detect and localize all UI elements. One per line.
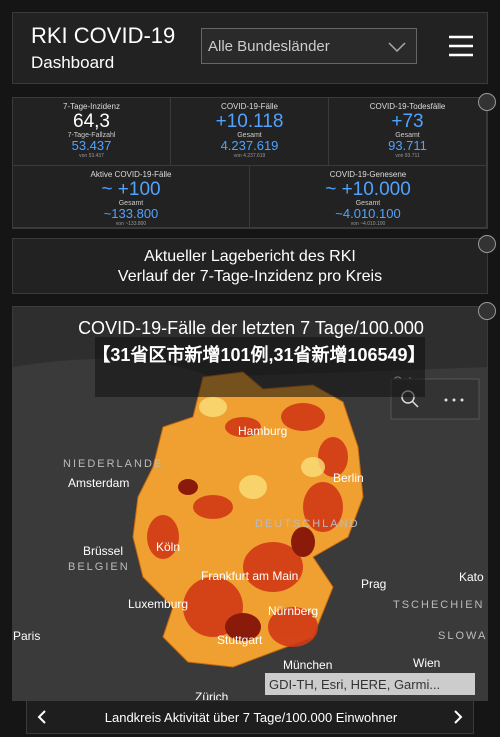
map-label: Brüssel <box>83 544 123 558</box>
stat-sub-value: 53.437 <box>71 138 112 153</box>
map-label: München <box>283 658 332 672</box>
map-label: Luxemburg <box>128 597 188 611</box>
map-label: Berlin <box>333 471 364 485</box>
header: RKI COVID-19 Dashboard Alle Bundesländer <box>12 12 488 84</box>
stat-card: COVID-19-Fälle +10.118 Gesamt 4.237.619 von … <box>171 98 329 166</box>
stat-sub-value: ~133.800 <box>103 206 159 221</box>
footer-caption: Landkreis Aktivität über 7 Tage/100.000 … <box>104 710 398 725</box>
map-label: Prag <box>361 577 386 591</box>
stat-card: Aktive COVID-19-Fälle ~ +100 Gesamt ~133.80… <box>13 166 250 228</box>
report-panel[interactable]: Aktueller Lagebericht des RKI Verlauf de… <box>12 238 488 294</box>
map-label: DEUTSCHLAND <box>255 518 360 530</box>
map-label: SLOWA <box>438 630 487 642</box>
expand-button[interactable] <box>478 302 496 320</box>
menu-button[interactable] <box>449 35 473 57</box>
stat-sub-value: 93.711 <box>388 138 427 153</box>
next-button[interactable] <box>453 710 463 724</box>
map-label: Hamburg <box>238 424 287 438</box>
map-label: BELGIEN <box>68 561 130 573</box>
stat-label: 7-Tage-Inzidenz <box>63 102 120 111</box>
stat-value: 64,3 <box>73 111 110 132</box>
stat-sub-label: 7-Tage-Fallzahl <box>67 132 116 139</box>
report-line: Aktueller Lagebericht des RKI <box>144 248 356 265</box>
footer: Landkreis Aktivität über 7 Tage/100.000 … <box>26 700 474 734</box>
stat-note: von 93.711 <box>395 153 420 159</box>
stat-card: COVID-19-Genesene ~ +10.000 Gesamt ~4.010.1… <box>250 166 487 228</box>
stat-value: ~ +100 <box>101 179 161 200</box>
stat-note: von 4.237.619 <box>233 153 266 159</box>
map-label: TSCHECHIEN <box>393 599 485 611</box>
map-attribution: GDI-TH, Esri, HERE, Garmi... <box>269 677 440 692</box>
map-label: Stuttgart <box>217 633 263 647</box>
map-label: Zürich <box>195 690 228 701</box>
map-label: Paris <box>13 629 40 643</box>
stat-card: 7-Tage-Inzidenz 64,3 7-Tage-Fallzahl 53.437… <box>13 98 171 166</box>
app-subtitle: Dashboard <box>31 53 115 72</box>
map-label: Kato <box>459 570 484 584</box>
dropdown-text: Alle Bundesländer <box>208 38 330 55</box>
dropdown-arrow <box>388 42 406 53</box>
map-panel: OstseeHamburgNIEDERLANDEAmsterdamBerlinD… <box>12 306 488 701</box>
stat-sub-label: Gesamt <box>395 132 420 139</box>
stat-sub-value: 4.237.619 <box>220 138 279 153</box>
stat-sub-label: Gesamt <box>355 200 381 207</box>
stat-label: COVID-19-Todesfälle <box>369 102 446 111</box>
map-label: Frankfurt am Main <box>201 569 298 583</box>
map-label: Nürnberg <box>268 604 318 618</box>
expand-button[interactable] <box>478 235 496 253</box>
stat-sub-label: Gesamt <box>237 132 262 139</box>
more-button[interactable] <box>444 398 464 402</box>
map-label: Wien <box>413 656 440 670</box>
stat-label: Aktive COVID-19-Fälle <box>90 170 172 179</box>
stat-note: von 53.437 <box>79 153 104 159</box>
map-label: NIEDERLANDE <box>63 458 163 470</box>
map-label: Köln <box>156 540 180 554</box>
prev-button[interactable] <box>37 710 47 724</box>
stat-value: ~ +10.000 <box>325 179 411 200</box>
stat-note: von ~4.010.100 <box>350 221 386 227</box>
stat-card: COVID-19-Todesfälle +73 Gesamt 93.711 von 93… <box>329 98 487 166</box>
stat-value: +73 <box>391 111 424 132</box>
map-title: COVID-19-Fälle der letzten 7 Tage/100.00… <box>78 318 424 338</box>
region-dropdown[interactable]: Alle Bundesländer <box>201 28 417 64</box>
map-label: Amsterdam <box>68 476 129 490</box>
stat-sub-label: Gesamt <box>118 200 144 207</box>
overlay-text: 【31省区市新增101例,31省新增106549】 <box>92 345 426 365</box>
stat-value: +10.118 <box>215 111 284 132</box>
stat-label: COVID-19-Fälle <box>221 102 278 111</box>
stat-sub-value: ~4.010.100 <box>335 206 401 221</box>
expand-button[interactable] <box>478 93 496 111</box>
stat-label: COVID-19-Genesene <box>329 170 407 179</box>
app-title: RKI COVID-19 <box>31 23 176 48</box>
stat-note: von ~133.800 <box>115 221 147 227</box>
stats-panel: 7-Tage-Inzidenz 64,3 7-Tage-Fallzahl 53.437… <box>12 97 488 229</box>
map[interactable]: OstseeHamburgNIEDERLANDEAmsterdamBerlinD… <box>13 307 488 701</box>
report-line: Verlauf der 7-Tage-Inzidenz pro Kreis <box>117 268 383 285</box>
